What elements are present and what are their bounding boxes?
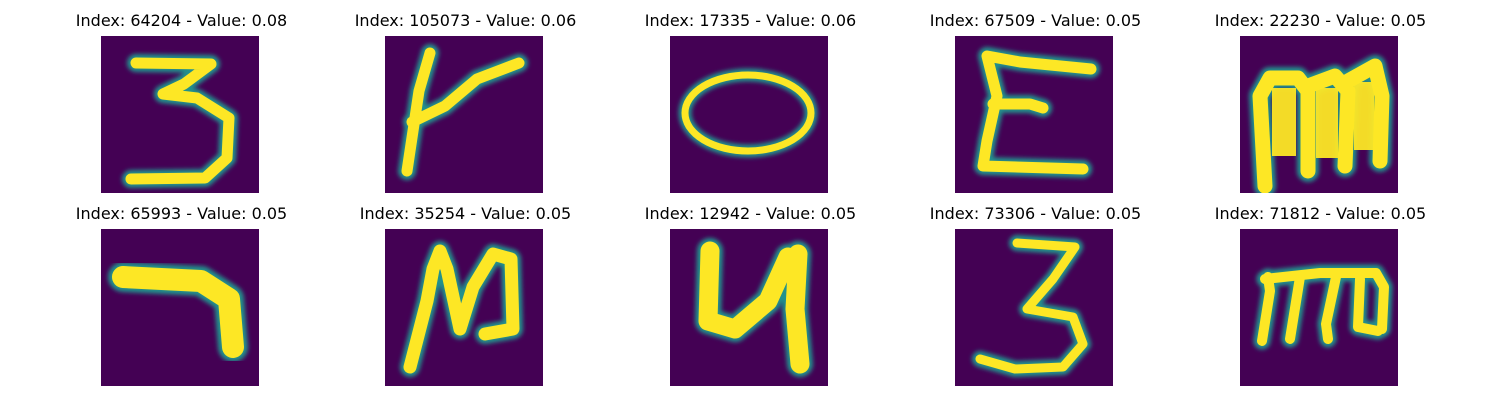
panel-title: Index: 12942 - Value: 0.05 xyxy=(644,204,857,223)
digit-image xyxy=(1240,229,1398,386)
digit-panel-1: Index: 64204 - Value: 0.08 xyxy=(39,12,324,202)
digit-image xyxy=(385,36,543,193)
digit-panel-7: Index: 35254 - Value: 0.05 xyxy=(323,205,608,395)
panel-title: Index: 64204 - Value: 0.08 xyxy=(75,11,288,30)
digit-panel-6: Index: 65993 - Value: 0.05 xyxy=(39,205,324,395)
digit-panel-2: Index: 105073 - Value: 0.06 xyxy=(323,12,608,202)
digit-image xyxy=(1240,36,1398,193)
digit-image xyxy=(385,229,543,386)
panel-title: Index: 17335 - Value: 0.06 xyxy=(644,11,857,30)
digit-panel-4: Index: 67509 - Value: 0.05 xyxy=(893,12,1178,202)
digit-panel-5: Index: 22230 - Value: 0.05 xyxy=(1178,12,1463,202)
digit-panel-3: Index: 17335 - Value: 0.06 xyxy=(608,12,893,202)
digit-image xyxy=(670,229,828,386)
panel-title: Index: 22230 - Value: 0.05 xyxy=(1214,11,1427,30)
digit-image xyxy=(101,229,259,386)
digit-image xyxy=(101,36,259,193)
digit-image xyxy=(670,36,828,193)
panel-title: Index: 73306 - Value: 0.05 xyxy=(929,204,1142,223)
panel-title: Index: 65993 - Value: 0.05 xyxy=(75,204,288,223)
digit-panel-8: Index: 12942 - Value: 0.05 xyxy=(608,205,893,395)
panel-title: Index: 35254 - Value: 0.05 xyxy=(359,204,572,223)
panel-title: Index: 71812 - Value: 0.05 xyxy=(1214,204,1427,223)
digit-image xyxy=(955,229,1113,386)
panel-title: Index: 105073 - Value: 0.06 xyxy=(354,11,577,30)
digit-image xyxy=(955,36,1113,193)
panel-title: Index: 67509 - Value: 0.05 xyxy=(929,11,1142,30)
digit-panel-10: Index: 71812 - Value: 0.05 xyxy=(1178,205,1463,395)
digit-panel-9: Index: 73306 - Value: 0.05 xyxy=(893,205,1178,395)
